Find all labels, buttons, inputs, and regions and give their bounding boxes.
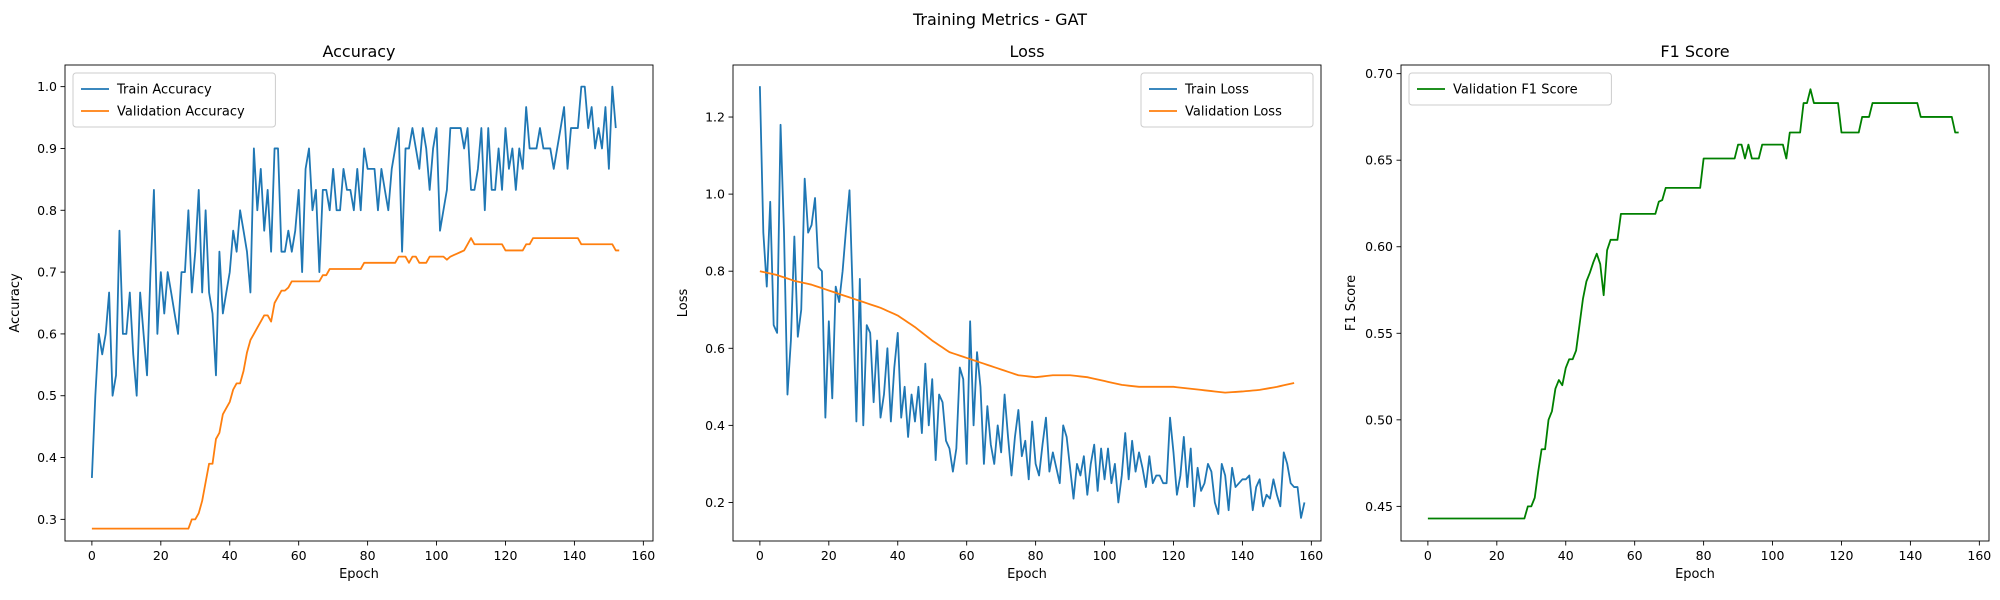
y-axis-label: F1 Score [1344, 275, 1359, 331]
chart-title: Loss [1009, 42, 1044, 61]
legend-entry-validation-accuracy: Validation Accuracy [117, 105, 245, 120]
y-tick-label: 0.4 [37, 450, 57, 465]
y-tick-label: 0.6 [705, 341, 725, 356]
x-tick-label: 20 [821, 548, 837, 563]
x-tick-label: 40 [1558, 548, 1574, 563]
chart-accuracy: 0 20 40 60 80 100 120 140 160 0.3 0.4 0.5 0.6 0.7 0.8 0… [8, 42, 655, 582]
x-tick-label: 100 [1093, 548, 1117, 563]
y-tick-label: 0.70 [1365, 66, 1393, 81]
x-tick-label: 120 [1162, 548, 1186, 563]
x-tick-label: 0 [1424, 548, 1432, 563]
series-line-validation-accuracy [91, 237, 620, 530]
x-tick-label: 40 [222, 548, 238, 563]
y-tick-label: 0.8 [705, 264, 725, 279]
x-tick-label: 60 [291, 548, 307, 563]
x-tick-label: 40 [890, 548, 906, 563]
x-tick-label: 80 [360, 548, 376, 563]
series-line-train-accuracy [90, 85, 617, 478]
y-tick-label: 1.0 [37, 79, 57, 94]
axes-frame [1400, 64, 1990, 542]
x-tick-label: 80 [1696, 548, 1712, 563]
chart-title: F1 Score [1660, 42, 1729, 61]
y-tick-label: 0.6 [37, 326, 57, 341]
y-tick-label: 0.45 [1365, 499, 1393, 514]
x-tick-label: 20 [153, 548, 169, 563]
x-tick-label: 20 [1489, 548, 1505, 563]
chart-loss: 0 20 40 60 80 100 120 140 160 0.2 0.4 0.6 0.8 1.0 1.2 L… [676, 42, 1323, 582]
legend: Train Accuracy Validation Accuracy [72, 72, 276, 128]
legend-box [72, 72, 276, 128]
y-tick-label: 1.2 [705, 110, 725, 125]
y-tick-label: 0.5 [37, 388, 57, 403]
legend-entry-validation-loss: Validation Loss [1185, 105, 1282, 120]
axes-frame [732, 64, 1322, 542]
series-line-validation-loss [759, 270, 1295, 394]
y-axis-label: Loss [676, 289, 691, 318]
legend: Validation F1 Score [1408, 72, 1612, 106]
chart-f1-score: 0 20 40 60 80 100 120 140 160 0.45 0.50 0.55 0.60 0.6… [1344, 42, 1991, 582]
x-tick-label: 120 [494, 548, 518, 563]
y-tick-label: 0.4 [705, 418, 725, 433]
series-line-train-loss [758, 86, 1306, 519]
x-tick-label: 100 [1761, 548, 1785, 563]
y-tick-label: 1.0 [705, 187, 725, 202]
legend-entry-train-loss: Train Loss [1184, 83, 1249, 98]
chart-panels: 0 20 40 60 80 100 120 140 1600.30.40.50.60.70.80… [8, 42, 1991, 582]
legend-entry-train-accuracy: Train Accuracy [116, 83, 212, 98]
y-tick-label: 0.2 [705, 495, 725, 510]
figure-title: Training Metrics - GAT [912, 10, 1087, 29]
x-tick-label: 100 [425, 548, 449, 563]
x-tick-label: 140 [1898, 548, 1922, 563]
chart-title: Accuracy [322, 42, 395, 61]
y-tick-label: 0.9 [37, 141, 57, 156]
legend-entry-validation-f1-score: Validation F1 Score [1453, 83, 1578, 98]
x-tick-label: 0 [88, 548, 96, 563]
x-tick-label: 160 [631, 548, 655, 563]
x-tick-label: 140 [562, 548, 586, 563]
x-tick-label: 0 [756, 548, 764, 563]
x-axis-label: Epoch [1007, 567, 1047, 582]
x-tick-label: 60 [959, 548, 975, 563]
x-tick-label: 140 [1230, 548, 1254, 563]
x-tick-label: 160 [1967, 548, 1991, 563]
x-tick-label: 160 [1299, 548, 1323, 563]
x-tick-label: 80 [1028, 548, 1044, 563]
x-axis-label: Epoch [1675, 567, 1715, 582]
x-tick-label: 120 [1830, 548, 1854, 563]
legend-box [1408, 72, 1612, 106]
y-tick-label: 0.50 [1365, 412, 1393, 427]
legend: Train Loss Validation Loss [1140, 72, 1314, 128]
x-axis-label: Epoch [339, 567, 379, 582]
y-tick-label: 0.55 [1365, 326, 1393, 341]
x-tick-label: 60 [1627, 548, 1643, 563]
y-tick-label: 0.3 [37, 512, 57, 527]
series-line-validation-f1-score [1427, 88, 1959, 520]
y-tick-label: 0.65 [1365, 153, 1393, 168]
y-tick-label: 0.60 [1365, 239, 1393, 254]
y-tick-label: 0.7 [37, 265, 57, 280]
y-axis-label: Accuracy [8, 273, 23, 333]
legend-box [1140, 72, 1314, 128]
axes-frame [64, 64, 654, 542]
y-tick-label: 0.8 [37, 203, 57, 218]
